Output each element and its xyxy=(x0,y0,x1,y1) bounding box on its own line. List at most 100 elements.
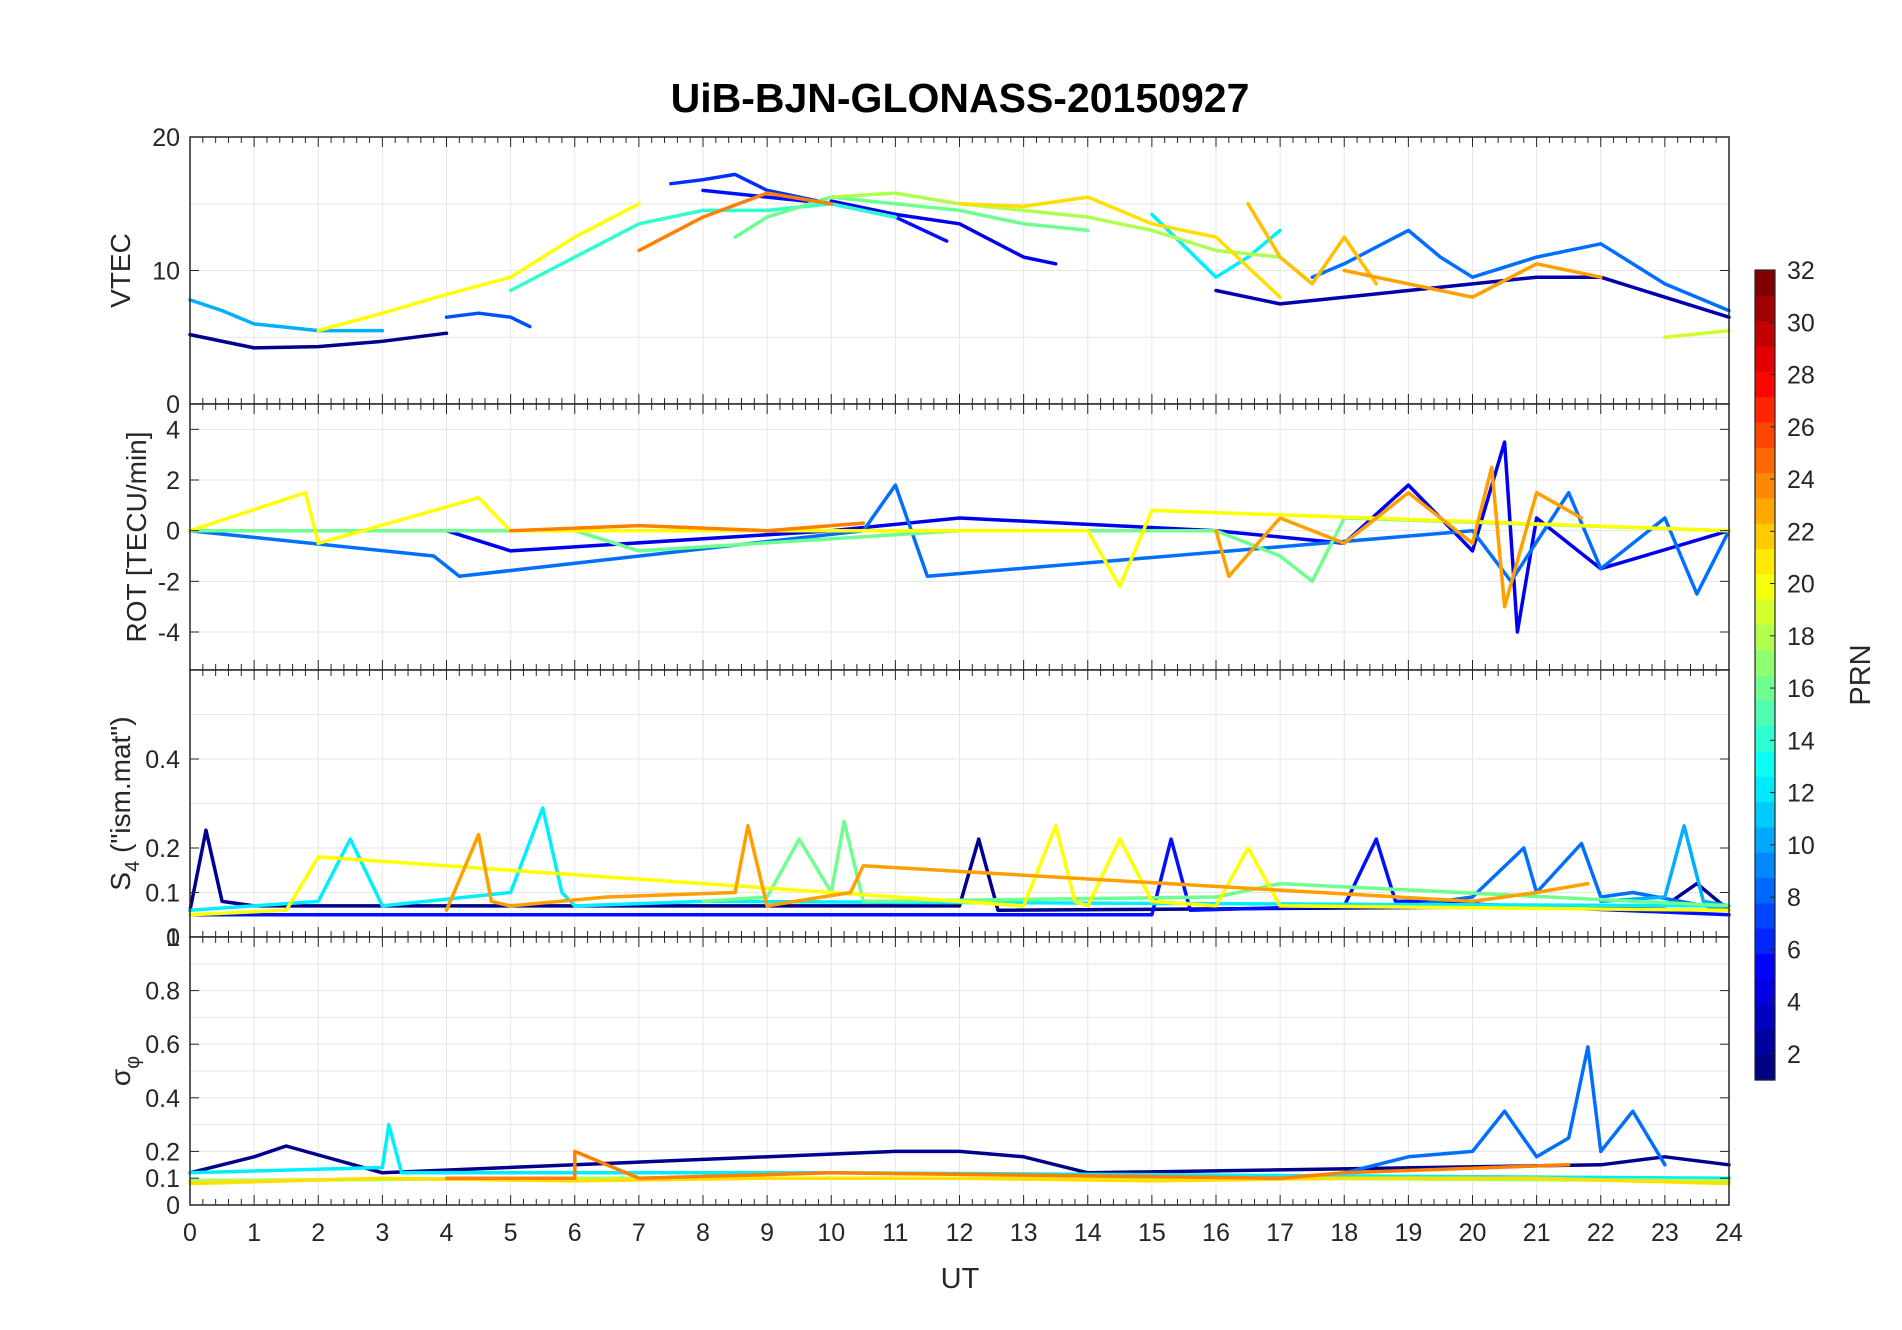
colorbar-tick-label: 6 xyxy=(1787,936,1801,964)
series-line-prn-10 xyxy=(188,298,385,333)
y-axis-label-tail: ("ism.mat") xyxy=(105,716,136,860)
x-tick-label: 24 xyxy=(1715,1219,1743,1247)
x-tick-label: 5 xyxy=(504,1219,518,1247)
colorbar-tick-label: 30 xyxy=(1787,309,1815,337)
colorbar-tick-label: 26 xyxy=(1787,414,1815,442)
series-line-prn-23 xyxy=(444,824,1590,913)
series-line-prn-21 xyxy=(957,195,1282,299)
series-line-prn-4 xyxy=(188,440,1731,634)
series-line-prn-8 xyxy=(1342,1045,1667,1175)
colorbar-swatch xyxy=(1755,447,1775,474)
colorbar-swatch xyxy=(1755,776,1775,803)
colorbar-tick-label: 16 xyxy=(1787,675,1815,703)
colorbar-tick-label: 28 xyxy=(1787,362,1815,390)
x-tick-label: 17 xyxy=(1266,1219,1294,1247)
colorbar-label: PRN xyxy=(1845,644,1877,705)
series-line-prn-19 xyxy=(1663,328,1731,340)
colorbar-swatch xyxy=(1755,320,1775,347)
colorbar-swatch xyxy=(1755,1004,1775,1030)
y-axis-label-main: ROT [TECU/min] xyxy=(121,431,152,642)
series-line-prn-24 xyxy=(508,521,866,533)
x-tick-label: 10 xyxy=(817,1219,845,1247)
series-line-prn-12 xyxy=(1150,212,1282,279)
panel-2: -4 -2 0 2 4 ROT [TECU/min] xyxy=(121,403,1731,671)
x-tick-label: 16 xyxy=(1202,1219,1230,1247)
series-line-prn-24 xyxy=(444,1149,1571,1180)
colorbar-swatch xyxy=(1755,978,1775,1005)
series-line-prn-24 xyxy=(637,191,834,253)
colorbar-swatch xyxy=(1755,573,1775,600)
x-tick-label: 13 xyxy=(1010,1219,1038,1247)
y-axis-label-main: S xyxy=(105,872,136,891)
x-tick-label: 11 xyxy=(882,1219,908,1247)
y-tick-label: 0.2 xyxy=(145,835,180,863)
series-line-prn-10 xyxy=(1599,824,1731,908)
x-tick-label: 21 xyxy=(1523,1219,1551,1247)
colorbar-swatch xyxy=(1755,421,1775,448)
y-tick-label: 20 xyxy=(152,124,180,152)
x-tick-label: 22 xyxy=(1587,1219,1615,1247)
colorbar-swatch xyxy=(1755,675,1775,701)
y-tick-label: 0.4 xyxy=(145,1085,180,1113)
colorbar-swatch xyxy=(1755,953,1775,980)
colorbar-tick-label: 32 xyxy=(1787,257,1815,285)
series-line-prn-20 xyxy=(316,202,641,333)
colorbar-swatch xyxy=(1755,472,1775,499)
colorbar-swatch xyxy=(1755,523,1775,550)
colorbar-tick-label: 12 xyxy=(1787,780,1815,808)
y-tick-label: 0.2 xyxy=(145,1138,180,1166)
x-tick-label: 2 xyxy=(311,1219,325,1247)
x-tick-label: 1 xyxy=(247,1219,261,1247)
y-tick-label: 0 xyxy=(166,924,180,952)
series-line-prn-1 xyxy=(188,331,449,350)
series-line-prn-23 xyxy=(1214,465,1584,609)
x-tick-label: 12 xyxy=(946,1219,974,1247)
x-tick-label: 23 xyxy=(1651,1219,1679,1247)
colorbar-tick-label: 22 xyxy=(1787,518,1815,546)
colorbar-tick-label: 4 xyxy=(1787,989,1801,1017)
colorbar-frame xyxy=(1754,269,1776,1081)
y-axis-label: S4 ("ism.mat") xyxy=(105,716,144,890)
x-tick-label: 9 xyxy=(760,1219,774,1247)
y-tick-label: 2 xyxy=(166,467,180,495)
x-tick-label: 18 xyxy=(1330,1219,1358,1247)
y-tick-label: 0.8 xyxy=(145,978,180,1006)
y-tick-label: -2 xyxy=(158,568,180,596)
x-tick-label: 0 xyxy=(183,1219,197,1247)
y-axis-label: σφ xyxy=(105,1056,144,1086)
series-line-prn-22 xyxy=(1246,202,1379,286)
colorbar-swatch xyxy=(1755,750,1775,777)
colorbar-tick-label: 18 xyxy=(1787,623,1815,651)
y-axis-label-main: VTEC xyxy=(105,233,136,308)
y-tick-label: 0 xyxy=(166,518,180,546)
series-line-prn-12 xyxy=(188,806,1731,913)
colorbar-swatch xyxy=(1755,852,1775,879)
series-line-prn-8 xyxy=(1310,228,1731,313)
colorbar-tick-label: 8 xyxy=(1787,884,1801,912)
colorbar-swatch xyxy=(1755,928,1775,955)
chart-title: UiB-BJN-GLONASS-20150927 xyxy=(671,75,1250,121)
y-tick-label: 0.6 xyxy=(145,1031,180,1059)
colorbar-swatch xyxy=(1755,1054,1775,1081)
y-axis-label: ROT [TECU/min] xyxy=(121,431,152,642)
colorbar-swatch xyxy=(1755,1029,1775,1056)
y-axis-label: VTEC xyxy=(105,233,136,308)
x-tick-label: 14 xyxy=(1074,1219,1102,1247)
y-tick-label: 1 xyxy=(166,924,180,952)
colorbar-swatch xyxy=(1755,826,1775,853)
colorbar-swatch xyxy=(1755,599,1775,625)
x-tick-label: 7 xyxy=(632,1219,646,1247)
x-tick-label: 20 xyxy=(1459,1219,1487,1247)
colorbar-swatch xyxy=(1755,801,1775,828)
colorbar-swatch xyxy=(1755,295,1775,322)
colorbar-swatch xyxy=(1755,624,1775,651)
x-axis-label: UT xyxy=(941,1263,980,1295)
y-tick-label: 4 xyxy=(166,416,180,444)
y-axis-label-subscript: φ xyxy=(122,1056,144,1069)
series-line-prn-4 xyxy=(829,199,1058,266)
panel-3: 00.10.20.4S4 ("ism.mat") xyxy=(105,669,1731,952)
x-tick-label: 15 xyxy=(1138,1219,1166,1247)
colorbar-tick-label: 20 xyxy=(1787,571,1815,599)
